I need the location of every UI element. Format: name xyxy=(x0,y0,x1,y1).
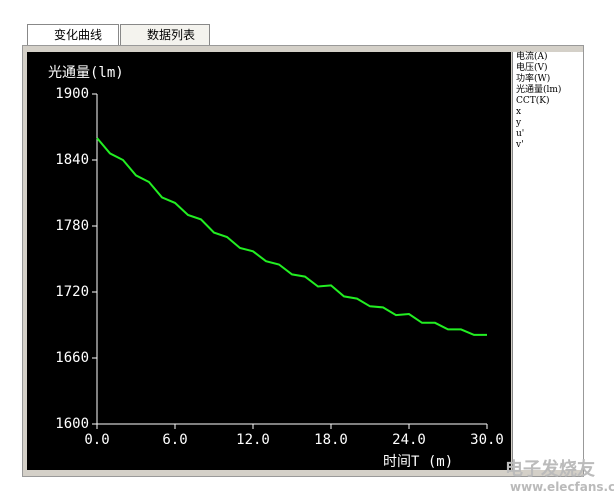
y-tick-label: 1900 xyxy=(55,86,89,102)
x-tick-label: 24.0 xyxy=(392,432,426,448)
y-tick-label: 1720 xyxy=(55,284,89,300)
x-tick-label: 0.0 xyxy=(84,432,109,448)
parameter-item[interactable]: 光通量(lm) xyxy=(516,85,562,95)
watermark: 电子发烧友 xyxy=(505,459,595,480)
y-tick-label: 1780 xyxy=(55,218,89,234)
watermark-url: www.elecfans.com xyxy=(510,480,614,494)
y-tick-label: 1660 xyxy=(55,350,89,366)
x-tick-label: 12.0 xyxy=(236,432,270,448)
y-tick-label: 1840 xyxy=(55,152,89,168)
x-axis-label: 时间T (m) xyxy=(383,454,453,470)
y-axis-label: 光通量(lm) xyxy=(48,65,124,81)
x-tick-label: 30.0 xyxy=(470,432,504,448)
parameter-item[interactable]: v' xyxy=(516,140,524,150)
parameter-item[interactable]: y xyxy=(516,118,522,128)
parameter-item[interactable]: 电压(V) xyxy=(516,63,548,73)
parameter-item[interactable]: 电流(A) xyxy=(516,52,548,62)
parameter-item[interactable]: 功率(W) xyxy=(516,74,551,84)
parameter-list: 电流(A) 电压(V) 功率(W) 光通量(lm) CCT(K) x y u' v' xyxy=(512,52,583,470)
tab[interactable]: 变化曲线 xyxy=(27,24,119,45)
data-line xyxy=(96,137,487,336)
x-tick-label: 6.0 xyxy=(162,432,187,448)
y-tick-label: 1600 xyxy=(55,416,89,432)
parameter-item[interactable]: x xyxy=(516,107,522,117)
x-tick-label: 18.0 xyxy=(314,432,348,448)
parameter-item[interactable]: u' xyxy=(516,129,525,139)
parameter-item[interactable]: CCT(K) xyxy=(516,96,550,106)
tab[interactable]: 数据列表 xyxy=(120,24,210,45)
